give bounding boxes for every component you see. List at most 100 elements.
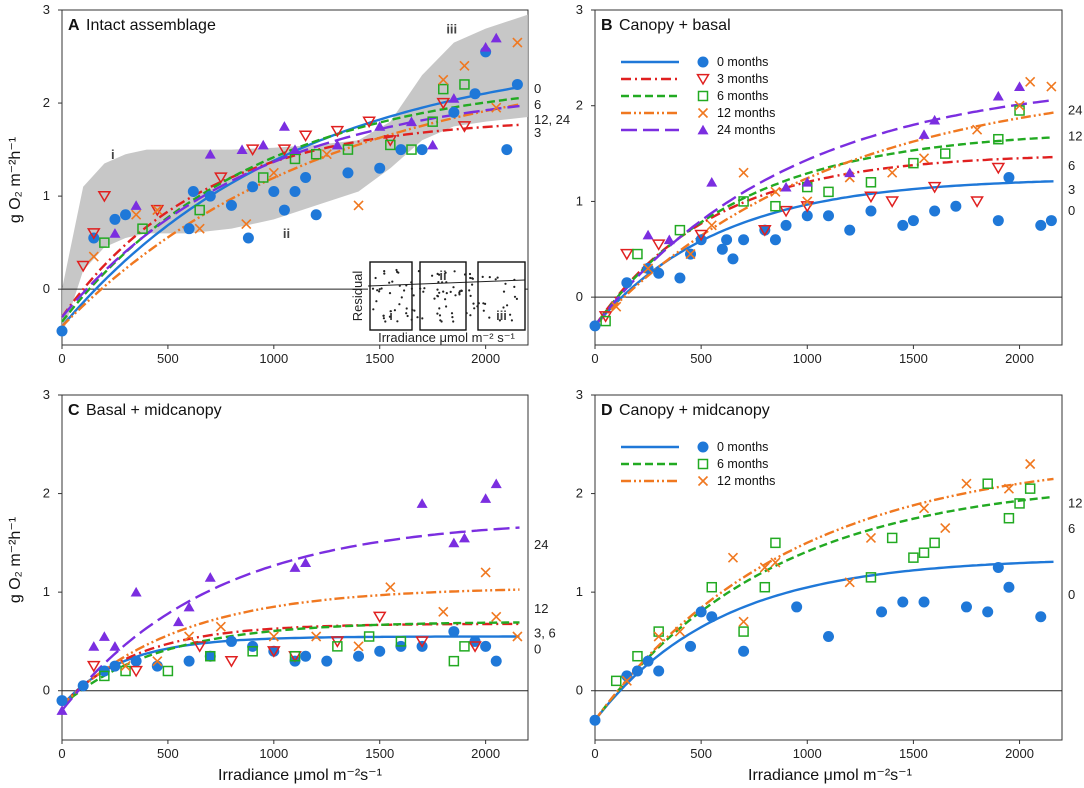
legend-label: 0 months <box>717 440 768 454</box>
legend: 0 months 3 months 6 months 12 months 24 mont… <box>621 55 775 137</box>
data-point <box>268 631 279 642</box>
curve-label: 12 <box>534 601 548 616</box>
fit-curve-3-months <box>594 155 1054 327</box>
confidence-band <box>62 14 528 336</box>
data-point <box>363 631 375 642</box>
data-point <box>438 74 449 85</box>
inset-residual-dot <box>496 276 499 279</box>
data-point <box>738 196 749 207</box>
inset-residual-dot <box>476 305 479 308</box>
y-tick-label: 0 <box>576 289 583 304</box>
data-point <box>982 478 993 489</box>
data-point <box>458 532 470 543</box>
data-point <box>716 243 728 255</box>
data-point <box>385 582 396 593</box>
data-point <box>950 200 962 212</box>
panel-title: Basal + midcanopy <box>86 402 222 419</box>
data-point <box>589 320 601 332</box>
data-point <box>184 631 195 642</box>
series-6-months <box>99 79 470 248</box>
data-point <box>353 641 364 652</box>
curve-label: 12 <box>1068 128 1082 143</box>
data-point <box>1003 512 1015 524</box>
inset-residual-dot <box>378 290 381 293</box>
inset-x-label: Irradiance μmol m⁻² s⁻¹ <box>378 330 515 345</box>
data-point <box>131 209 142 220</box>
x-tick-label: 1000 <box>793 746 822 761</box>
data-point <box>738 234 750 246</box>
data-point <box>940 523 951 534</box>
y-tick-label: 2 <box>576 486 583 501</box>
inset-residual-dot <box>506 304 509 307</box>
y-tick-label: 1 <box>43 584 50 599</box>
data-point <box>416 144 428 156</box>
data-point <box>225 635 237 647</box>
legend-label: 6 months <box>717 457 768 471</box>
legend-label: 12 months <box>717 106 775 120</box>
inset-residual-dot <box>405 307 408 310</box>
data-point <box>823 631 834 642</box>
data-point <box>490 32 502 43</box>
data-point <box>480 493 492 503</box>
inset-residual-dot <box>444 271 447 274</box>
inset-residual-dot <box>382 317 385 320</box>
data-point <box>897 219 909 231</box>
series-12-months <box>88 37 523 262</box>
data-point <box>289 185 301 197</box>
band-label: ii <box>283 226 290 241</box>
data-point <box>247 646 258 657</box>
data-point <box>225 199 237 211</box>
inset-residual-dot <box>444 298 447 301</box>
data-point <box>918 153 930 164</box>
inset-residual-dot <box>515 297 519 300</box>
data-point <box>663 234 675 245</box>
data-point <box>192 641 207 653</box>
inset-residual-dot <box>453 270 456 273</box>
data-point <box>651 239 666 251</box>
inset-residual-dot <box>438 314 442 317</box>
y-tick-label: 3 <box>43 2 50 17</box>
y-tick-label: 3 <box>576 387 583 402</box>
data-point <box>490 655 502 667</box>
inset-residual-dot <box>494 278 497 281</box>
y-tick-label: 3 <box>576 2 583 17</box>
data-point <box>653 267 665 279</box>
data-point <box>374 645 386 657</box>
data-point <box>300 650 312 662</box>
data-point <box>642 655 654 667</box>
data-point <box>342 167 354 179</box>
data-point <box>992 215 1004 227</box>
plot-frame <box>61 9 529 346</box>
x-tick-label: 500 <box>690 746 712 761</box>
data-point <box>152 205 163 216</box>
band-label: iii <box>446 21 457 36</box>
legend-label: 24 months <box>717 123 775 137</box>
inset-residual-dot <box>445 292 448 295</box>
data-point <box>372 611 387 624</box>
data-point <box>897 596 909 608</box>
y-axis-title: g O₂ m⁻²h⁻¹ <box>7 137 24 223</box>
data-point <box>1003 172 1015 183</box>
data-point <box>1003 581 1015 593</box>
inset-residual-dot <box>388 292 392 295</box>
data-point <box>289 650 301 662</box>
data-point <box>759 562 770 573</box>
data-point <box>194 204 205 216</box>
data-point <box>918 547 930 558</box>
data-point <box>321 149 332 160</box>
curve-label: 6 <box>1068 521 1075 536</box>
data-point <box>97 190 112 203</box>
inset-box-label: i <box>389 308 393 323</box>
inset-residual-dot <box>449 290 452 293</box>
data-point <box>448 93 460 103</box>
data-point <box>780 181 792 192</box>
data-point <box>300 172 312 183</box>
data-point <box>993 133 1004 145</box>
inset-residual-dot <box>396 270 399 273</box>
data-point <box>204 572 216 582</box>
inset-residual-dot <box>440 320 443 323</box>
series-6-months <box>610 478 1036 687</box>
series-24-months <box>56 478 502 715</box>
data-point <box>738 616 749 627</box>
inset-residual-dot <box>413 309 416 312</box>
